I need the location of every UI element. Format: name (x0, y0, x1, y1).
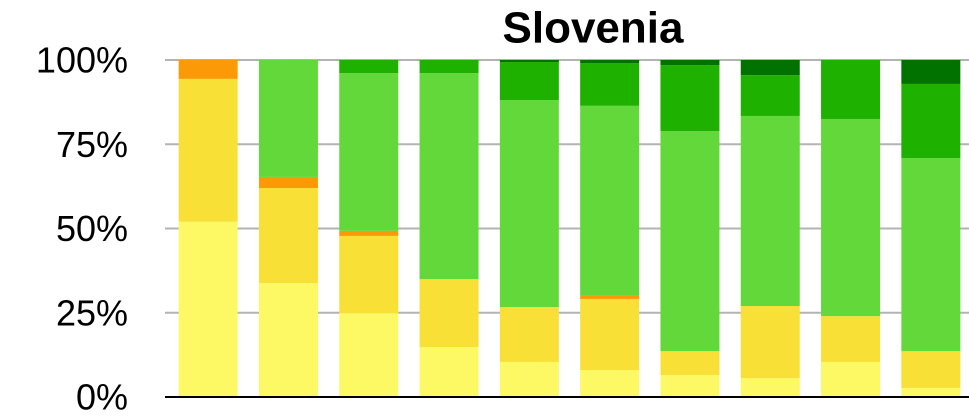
bar-segment (178, 78, 238, 222)
y-tick-label: 50% (56, 208, 128, 249)
chart-title: Slovenia (503, 4, 684, 53)
bar-segment (258, 188, 318, 284)
y-tick-label: 100% (36, 40, 128, 81)
bar-segment (258, 283, 318, 397)
bar-segment (740, 115, 800, 307)
bar-segment (419, 73, 479, 280)
bar-segment (419, 60, 479, 74)
bar-segment (580, 295, 640, 299)
bar-segment (901, 387, 961, 397)
y-tick-label: 75% (56, 124, 128, 165)
y-tick-label: 0% (76, 377, 128, 417)
bar-segment (580, 63, 640, 106)
bar-segment (258, 60, 318, 177)
bar-segment (178, 221, 238, 397)
bar-segment (339, 60, 399, 74)
bar-segment (499, 307, 559, 362)
bar-segment (178, 60, 238, 79)
bar-segment (901, 83, 961, 159)
bar-segment (660, 375, 720, 397)
bar-segment (660, 60, 720, 66)
bar-segment (660, 131, 720, 352)
bar-segment (339, 313, 399, 397)
bar-segment (339, 73, 399, 231)
bar-segment (419, 279, 479, 348)
bar-segment (580, 298, 640, 371)
bar-segment (499, 100, 559, 308)
bar-segment (660, 65, 720, 132)
bar-segment (821, 361, 881, 397)
bar-segment (821, 60, 881, 119)
bar-segment (499, 60, 559, 63)
bar-segment (258, 176, 318, 189)
bar-segment (339, 230, 399, 236)
bar-segment (499, 361, 559, 397)
bar-segment (499, 62, 559, 101)
bar-segment (740, 378, 800, 397)
bar-segment (740, 60, 800, 76)
bar-segment (580, 105, 640, 296)
bar-segment (339, 235, 399, 314)
bar-segment (901, 158, 961, 352)
bar-segment (901, 351, 961, 388)
bar-segment (740, 75, 800, 116)
bar-segment (660, 351, 720, 376)
bar-segment (821, 118, 881, 317)
bar-segment (580, 370, 640, 397)
y-tick-label: 25% (56, 292, 128, 333)
bar-segment (419, 347, 479, 397)
bar-segment (580, 60, 640, 64)
bar-segment (740, 306, 800, 379)
bar-segment (901, 60, 961, 84)
bar-segment (821, 316, 881, 362)
